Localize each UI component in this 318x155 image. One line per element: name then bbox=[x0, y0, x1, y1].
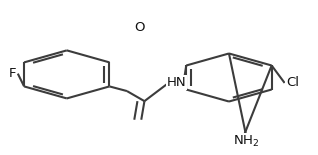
Text: F: F bbox=[8, 67, 16, 80]
Text: NH$_2$: NH$_2$ bbox=[233, 134, 260, 149]
Text: Cl: Cl bbox=[286, 76, 299, 89]
Text: HN: HN bbox=[167, 76, 186, 89]
Text: O: O bbox=[134, 21, 145, 34]
